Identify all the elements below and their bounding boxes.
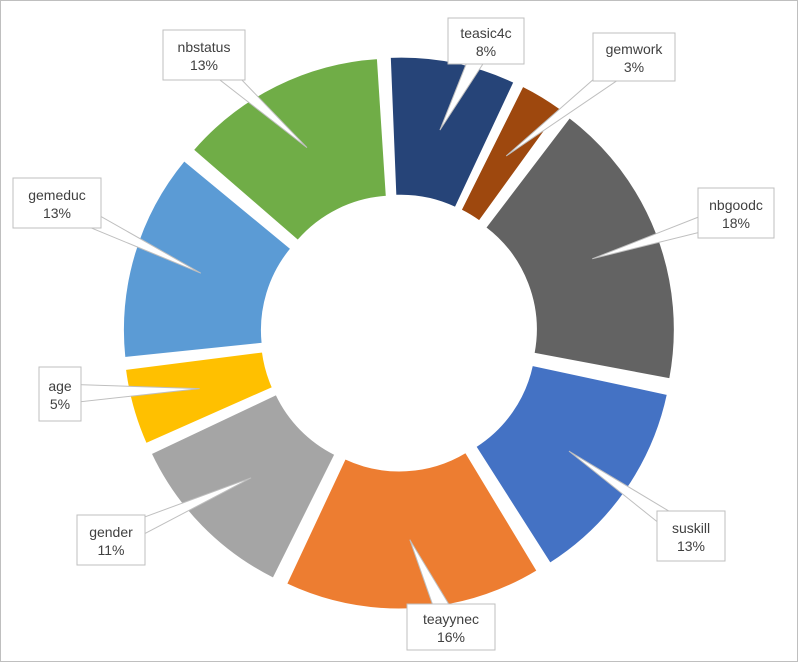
slice-label: teasic4c [460,25,511,41]
callout-box [12,177,102,229]
slice-label: teayynec [423,611,479,627]
callout-nbgoodc: nbgoodc 18% [592,187,775,260]
slice-label: suskill [672,520,710,536]
slice-percent-label: 13% [677,538,705,554]
slice-gemwork [460,85,561,222]
callout-box [592,32,676,82]
slice-percent-label: 11% [98,542,125,558]
slice-gender [150,394,336,579]
slice-label: nbgoodc [709,197,763,213]
callout-box [697,187,775,239]
callout-teayynec: teayynec 16% [406,539,496,651]
callout-box [38,366,82,422]
slice-percent-label: 16% [437,629,465,645]
slice-percent-label: 13% [190,57,218,73]
callout-box [162,29,246,81]
slice-label: gender [89,524,133,540]
callout-gender: gender 11% [76,477,252,566]
slice-percent-label: 3% [624,59,644,75]
slice-teasic4c [389,56,515,208]
callout-box [76,514,146,566]
slice-label: age [48,378,72,394]
slice-nbstatus [192,58,387,241]
slice-teayynec [286,451,538,610]
callout-age: age 5% [38,366,200,422]
callout-box [656,510,726,562]
slice-age [124,351,274,445]
callout-suskill: suskill 13% [568,450,726,562]
slice-percent-label: 8% [476,43,496,59]
slice-percent-label: 18% [722,215,750,231]
callout-teasic4c: teasic4c 8% [439,17,525,131]
slice-suskill [475,364,668,564]
slice-percent-label: 13% [43,205,71,221]
callout-box [406,603,496,651]
slice-percent-label: 5% [50,396,70,412]
slice-gemeduc [122,160,292,359]
callout-gemwork: gemwork 3% [505,32,676,157]
callout-nbstatus: nbstatus 13% [162,29,308,148]
callout-box [447,17,525,65]
slice-label: gemwork [606,41,664,57]
slice-nbgoodc [485,117,675,380]
slice-label: nbstatus [178,39,231,55]
slice-label: gemeduc [28,187,86,203]
callout-gemeduc: gemeduc 13% [12,177,202,274]
